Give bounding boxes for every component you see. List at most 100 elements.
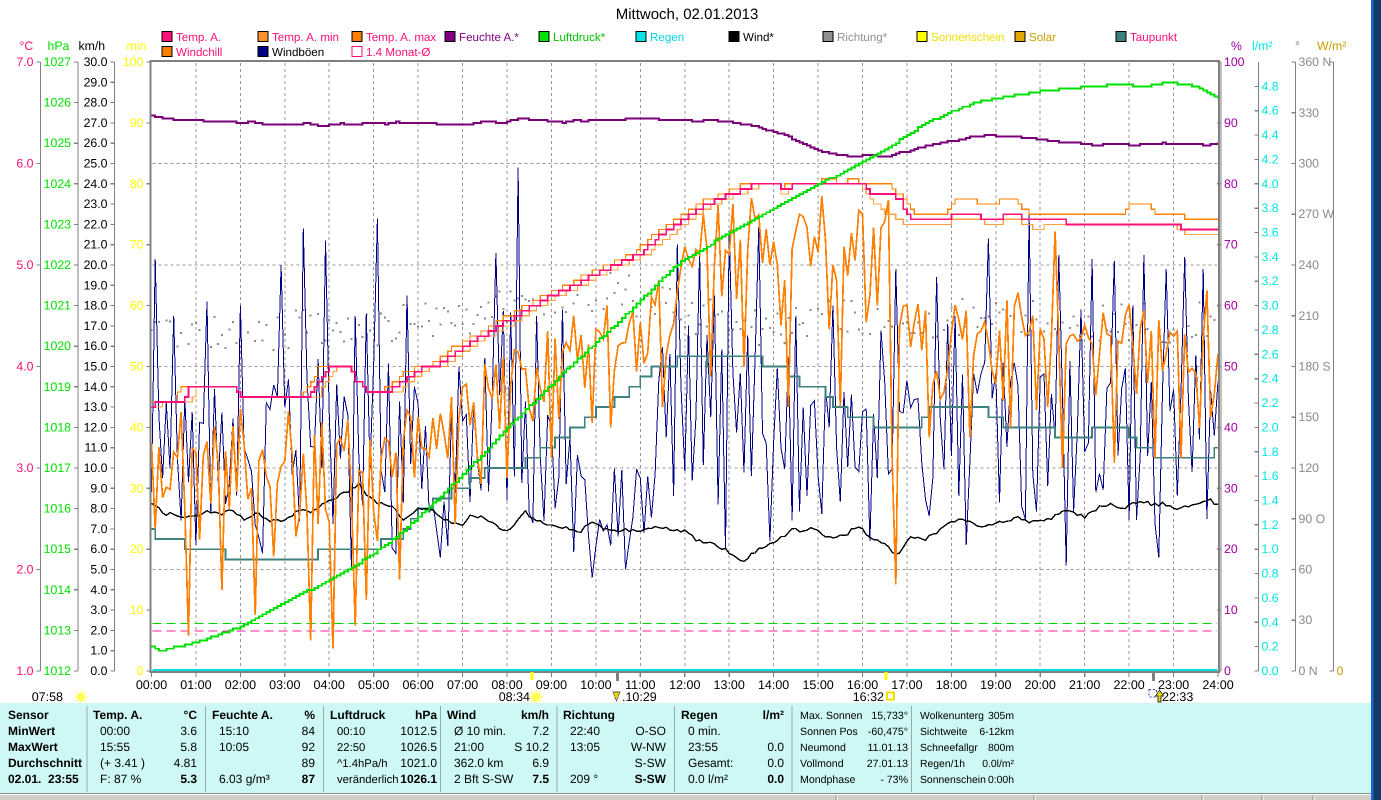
- svg-text:1021.0: 1021.0: [400, 756, 437, 770]
- svg-text:1027: 1027: [44, 55, 72, 69]
- svg-text:01:00: 01:00: [180, 678, 211, 692]
- svg-text:100: 100: [123, 55, 144, 69]
- svg-text:3.0: 3.0: [16, 461, 33, 475]
- svg-text:28.0: 28.0: [84, 96, 108, 110]
- svg-text:Wolkenunterg: Wolkenunterg: [920, 711, 984, 722]
- svg-text:80: 80: [1224, 177, 1238, 191]
- svg-text:210: 210: [1299, 309, 1320, 323]
- svg-text:hPa: hPa: [415, 708, 437, 722]
- svg-text:22:33: 22:33: [1162, 690, 1193, 704]
- svg-text:Gesamt:: Gesamt:: [688, 756, 733, 770]
- svg-text:1026.5: 1026.5: [400, 740, 437, 754]
- svg-text:13.0: 13.0: [84, 400, 108, 414]
- svg-text:0.0: 0.0: [90, 664, 107, 678]
- svg-text:°: °: [1295, 39, 1300, 53]
- svg-text:23:00: 23:00: [1158, 678, 1189, 692]
- svg-text:°C: °C: [20, 39, 34, 53]
- svg-text:6.0: 6.0: [16, 157, 33, 171]
- svg-text:0 min.: 0 min.: [688, 724, 721, 738]
- svg-text:1026.1: 1026.1: [400, 772, 437, 786]
- svg-text:MaxWert: MaxWert: [8, 740, 58, 754]
- svg-text:1014: 1014: [44, 583, 72, 597]
- svg-text:05:00: 05:00: [358, 678, 389, 692]
- svg-text:16.0: 16.0: [84, 339, 108, 353]
- svg-text:0.0: 0.0: [767, 756, 784, 770]
- svg-text:3.6: 3.6: [180, 724, 197, 738]
- svg-text:1.6: 1.6: [1262, 469, 1279, 483]
- svg-text:2.2: 2.2: [1262, 396, 1279, 410]
- svg-text:13:00: 13:00: [714, 678, 745, 692]
- svg-text:4.6: 4.6: [1262, 104, 1279, 118]
- svg-text:27.0: 27.0: [84, 116, 108, 130]
- svg-text:10: 10: [1224, 603, 1238, 617]
- svg-text:330: 330: [1299, 106, 1320, 120]
- svg-text:3.0: 3.0: [1262, 299, 1279, 313]
- svg-text:2.0: 2.0: [90, 623, 107, 637]
- svg-text:Richtung: Richtung: [563, 708, 615, 722]
- svg-text:70: 70: [130, 238, 144, 252]
- svg-text:^1.4hPa/h: ^1.4hPa/h: [337, 758, 388, 770]
- svg-text:22:00: 22:00: [1113, 678, 1144, 692]
- svg-text:Regen/1h: Regen/1h: [920, 759, 965, 770]
- svg-text:12:00: 12:00: [669, 678, 700, 692]
- svg-text:3.4: 3.4: [1262, 250, 1279, 264]
- svg-text:14:00: 14:00: [758, 678, 789, 692]
- svg-text:23.0: 23.0: [84, 197, 108, 211]
- svg-text:22:50: 22:50: [337, 742, 365, 754]
- svg-text:Ø 10 min.: Ø 10 min.: [454, 724, 506, 738]
- svg-text:0.2: 0.2: [1262, 640, 1279, 654]
- svg-text:0 N: 0 N: [1299, 664, 1318, 678]
- svg-text:1.0: 1.0: [1262, 542, 1279, 556]
- svg-text:00:00: 00:00: [136, 678, 167, 692]
- svg-text:1013: 1013: [44, 623, 72, 637]
- svg-text:30: 30: [130, 481, 144, 495]
- svg-text:1026: 1026: [44, 96, 72, 110]
- svg-text:S-SW: S-SW: [635, 772, 667, 786]
- svg-text:1016: 1016: [44, 502, 72, 516]
- svg-text:29.0: 29.0: [84, 75, 108, 89]
- svg-text:10:05: 10:05: [219, 740, 249, 754]
- svg-text:°C: °C: [184, 708, 198, 722]
- svg-text:90 O: 90 O: [1299, 512, 1326, 526]
- svg-text:80: 80: [130, 177, 144, 191]
- svg-text:Solar: Solar: [1029, 31, 1056, 44]
- svg-text:Sichtweite: Sichtweite: [920, 727, 968, 738]
- svg-text:180 S: 180 S: [1299, 360, 1331, 374]
- svg-text:1012: 1012: [44, 664, 72, 678]
- svg-text:2.0: 2.0: [16, 563, 33, 577]
- svg-text:100: 100: [1224, 55, 1245, 69]
- svg-text:24:00: 24:00: [1202, 678, 1233, 692]
- svg-text:362.0 km: 362.0 km: [454, 756, 503, 770]
- svg-text:.10:29: .10:29: [622, 690, 657, 704]
- svg-text:87: 87: [302, 772, 316, 786]
- svg-text:7.5: 7.5: [532, 772, 549, 786]
- svg-text:1024: 1024: [44, 177, 72, 191]
- svg-text:12.0: 12.0: [84, 420, 108, 434]
- svg-text:min: min: [127, 39, 147, 53]
- svg-text:W-NW: W-NW: [631, 740, 667, 754]
- svg-text:11.01.13: 11.01.13: [868, 742, 909, 754]
- svg-text:8.0: 8.0: [90, 502, 107, 516]
- svg-text:Luftdruck: Luftdruck: [330, 708, 386, 722]
- svg-text:6.9: 6.9: [532, 756, 549, 770]
- svg-text:23:55: 23:55: [688, 740, 718, 754]
- svg-text:360 N: 360 N: [1299, 55, 1332, 69]
- svg-text:Windböen: Windböen: [272, 46, 324, 59]
- svg-text:1021: 1021: [44, 299, 72, 313]
- svg-text:90: 90: [130, 116, 144, 130]
- svg-text:20: 20: [1224, 542, 1238, 556]
- svg-text:O-SO: O-SO: [635, 724, 666, 738]
- svg-text:(+ 3.41 ): (+ 3.41 ): [100, 756, 145, 770]
- svg-text:1020: 1020: [44, 339, 72, 353]
- svg-text:11:00: 11:00: [625, 678, 655, 692]
- svg-text:15.0: 15.0: [84, 360, 108, 374]
- svg-text:- 73%: - 73%: [880, 774, 908, 786]
- svg-text:Vollmond: Vollmond: [800, 758, 844, 770]
- svg-text:0.0: 0.0: [767, 740, 784, 754]
- svg-text:l/m²: l/m²: [763, 708, 784, 722]
- svg-text:0.0 l/m²: 0.0 l/m²: [688, 772, 728, 786]
- svg-text:30: 30: [1299, 613, 1313, 627]
- svg-text:0.0: 0.0: [1262, 664, 1279, 678]
- svg-text:16:32: 16:32: [853, 690, 884, 704]
- svg-text:0.6: 0.6: [1262, 591, 1279, 605]
